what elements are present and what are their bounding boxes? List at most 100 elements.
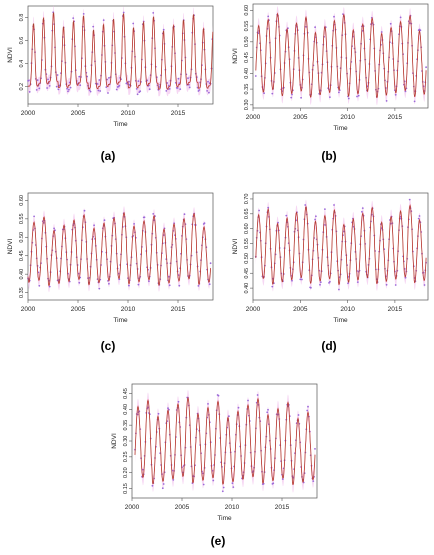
observed-point — [56, 74, 59, 76]
observed-point — [157, 412, 160, 415]
observed-point — [147, 406, 149, 409]
observed-point — [347, 282, 349, 285]
observed-point — [188, 86, 191, 89]
observed-point — [232, 486, 235, 488]
observed-point — [172, 479, 175, 481]
observed-point — [297, 414, 300, 416]
observed-point — [394, 93, 397, 96]
x-tick-label: 2005 — [293, 306, 308, 313]
x-axis-label: Time — [217, 515, 232, 522]
observed-point — [271, 285, 274, 288]
x-tick-label: 2010 — [340, 114, 355, 121]
observed-point — [47, 78, 49, 81]
x-tick-label: 2000 — [21, 306, 36, 313]
panel-letter: (b) — [321, 149, 336, 163]
observed-point — [307, 405, 309, 408]
observed-point — [136, 93, 139, 96]
observed-point — [237, 406, 240, 409]
x-tick-label: 2015 — [171, 110, 186, 117]
observed-point — [267, 206, 270, 209]
observed-point — [78, 281, 81, 284]
observed-point — [96, 83, 99, 85]
observed-point — [127, 284, 130, 287]
observed-point — [301, 278, 303, 281]
x-axis-label: Time — [113, 317, 128, 324]
observed-point — [207, 80, 209, 83]
x-tick-label: 2015 — [388, 306, 403, 313]
y-tick-label: 0.55 — [244, 238, 250, 249]
observed-point — [35, 89, 38, 91]
observed-point — [324, 208, 326, 211]
observed-point — [272, 482, 275, 485]
x-tick-label: 2000 — [21, 110, 36, 117]
observed-point — [168, 275, 170, 278]
fitted-line — [134, 396, 316, 486]
observed-point — [347, 97, 350, 100]
y-tick-label: 0.45 — [244, 268, 250, 279]
observed-point — [187, 77, 189, 79]
observed-point — [408, 198, 411, 201]
observed-point — [68, 88, 70, 91]
x-tick-label: 2005 — [71, 110, 86, 117]
y-tick-label: 0.45 — [19, 250, 25, 261]
observed-point — [329, 96, 331, 98]
observed-point — [319, 283, 321, 286]
observed-point — [78, 75, 81, 78]
y-axis-label: NDVI — [111, 433, 118, 449]
observed-point — [178, 284, 181, 287]
observed-point — [102, 19, 105, 21]
y-tick-label: 0.65 — [244, 208, 250, 219]
observed-point — [137, 283, 140, 286]
observed-point — [38, 87, 41, 90]
observed-point — [152, 12, 155, 14]
smoothed-line — [134, 397, 316, 485]
x-tick-label: 2010 — [121, 306, 136, 313]
y-axis-label: NDVI — [232, 239, 239, 255]
observed-point — [132, 22, 135, 25]
x-tick-label: 2015 — [171, 306, 186, 313]
observed-point — [141, 468, 144, 471]
observed-point — [267, 15, 270, 18]
observed-point — [88, 89, 91, 91]
x-tick-label: 2000 — [246, 114, 261, 121]
observed-point — [92, 25, 95, 28]
observed-point — [425, 66, 427, 69]
y-tick-label: 0.2 — [19, 83, 25, 91]
smoothed-line — [255, 13, 427, 98]
observed-point — [357, 94, 360, 97]
observed-point — [82, 13, 85, 15]
observed-point — [310, 286, 312, 289]
observed-point — [198, 89, 201, 91]
observed-point — [329, 280, 331, 283]
observed-point — [399, 16, 402, 19]
observed-point — [202, 483, 205, 486]
observed-point — [333, 15, 335, 18]
observed-point — [143, 216, 146, 219]
observed-point — [418, 215, 421, 217]
observed-point — [178, 82, 181, 85]
observed-point — [263, 92, 265, 95]
y-tick-label: 0.50 — [19, 232, 25, 243]
observed-point — [98, 79, 101, 81]
panel-letter: (c) — [101, 339, 116, 353]
y-tick-label: 0.60 — [19, 195, 25, 206]
uncertainty-band — [255, 6, 427, 106]
y-tick-label: 0.8 — [19, 14, 25, 22]
observed-point — [423, 284, 426, 286]
observed-point — [127, 80, 130, 83]
observed-point — [72, 17, 75, 19]
observed-point — [28, 79, 30, 82]
x-axis-label: Time — [333, 317, 348, 324]
observed-point — [118, 84, 121, 87]
x-tick-label: 2005 — [293, 114, 308, 121]
y-tick-label: 0.30 — [244, 99, 250, 110]
y-tick-label: 0.40 — [244, 283, 250, 294]
observed-point — [179, 88, 182, 90]
observed-point — [203, 222, 206, 225]
x-tick-label: 2000 — [125, 504, 140, 511]
observed-point — [208, 91, 210, 94]
observed-point — [417, 217, 420, 220]
x-axis-label: Time — [113, 121, 128, 128]
observed-point — [221, 490, 224, 493]
